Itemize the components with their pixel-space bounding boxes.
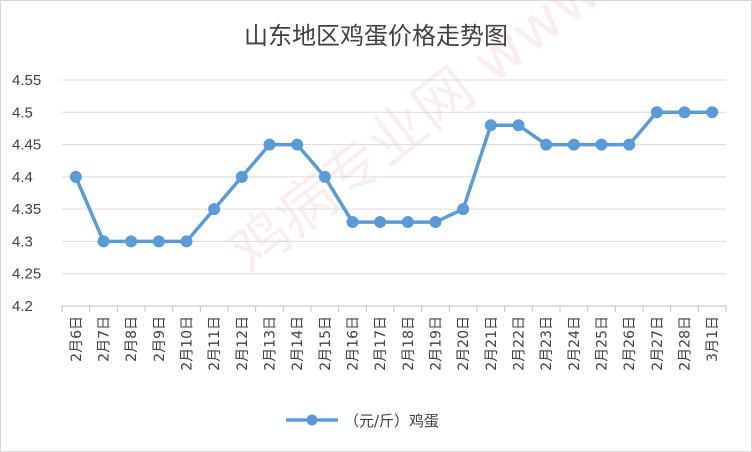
x-tick-label: 2月10日 <box>180 316 196 371</box>
x-tick-label: 2月12日 <box>235 316 251 371</box>
data-point <box>650 106 663 119</box>
data-point <box>429 216 442 229</box>
x-tick-label: 2月18日 <box>401 316 417 371</box>
data-point <box>208 203 221 216</box>
data-point <box>69 170 82 183</box>
series-egg-price <box>69 106 719 248</box>
data-point <box>374 216 387 229</box>
y-tick-label: 4.2 <box>12 298 33 315</box>
data-point <box>235 170 248 183</box>
data-point <box>567 138 580 151</box>
x-tick-label: 2月26日 <box>622 316 638 371</box>
legend-label: （元/斤）鸡蛋 <box>344 412 439 430</box>
data-point <box>346 216 359 229</box>
data-point <box>706 106 719 119</box>
data-point <box>263 138 276 151</box>
x-tick-label: 2月19日 <box>429 316 445 371</box>
legend: （元/斤）鸡蛋 <box>286 412 439 430</box>
data-point <box>318 170 331 183</box>
y-tick-label: 4.35 <box>12 201 41 218</box>
data-point <box>595 138 608 151</box>
chart-title: 山东地区鸡蛋价格走势图 <box>244 22 508 50</box>
x-tick-label: 2月9日 <box>152 316 168 362</box>
data-point <box>152 235 165 248</box>
x-tick-label: 2月17日 <box>373 316 389 371</box>
x-tick-label: 2月7日 <box>97 316 113 362</box>
x-tick-label: 2月6日 <box>69 316 85 362</box>
x-tick-label: 2月15日 <box>318 316 334 371</box>
data-point <box>180 235 193 248</box>
data-point <box>484 119 497 132</box>
y-tick-label: 4.4 <box>12 169 33 186</box>
x-axis: 2月6日 2月7日 2月8日 2月9日 2月10日 2月11日 2月12日 2月13日 2月14… <box>61 305 727 371</box>
x-tick-label: 2月25日 <box>595 316 611 371</box>
x-tick-label: 2月16日 <box>346 316 362 371</box>
data-point <box>623 138 636 151</box>
x-tick-label: 2月22日 <box>512 316 528 371</box>
data-point <box>401 216 414 229</box>
data-point <box>291 138 304 151</box>
data-point <box>540 138 553 151</box>
data-point <box>97 235 110 248</box>
legend-marker-icon <box>306 414 318 426</box>
y-tick-label: 4.45 <box>12 137 41 154</box>
data-point <box>512 119 525 132</box>
x-tick-label: 2月27日 <box>650 316 666 371</box>
y-tick-label: 4.5 <box>12 104 33 121</box>
data-point <box>678 106 691 119</box>
x-tick-label: 2月20日 <box>456 316 472 371</box>
data-point <box>125 235 138 248</box>
x-tick-label: 2月13日 <box>263 316 279 371</box>
x-tick-label: 2月28日 <box>678 316 694 371</box>
y-tick-label: 4.55 <box>12 72 41 89</box>
data-point <box>457 203 470 216</box>
x-tick-label: 3月1日 <box>705 316 721 362</box>
y-axis: 4.2 4.25 4.3 4.35 4.4 4.45 4.5 4.55 <box>12 72 41 315</box>
x-tick-label: 2月21日 <box>484 316 500 371</box>
x-tick-label: 2月24日 <box>567 316 583 371</box>
y-tick-label: 4.3 <box>12 233 33 250</box>
y-tick-label: 4.25 <box>12 266 41 283</box>
x-tick-label: 2月8日 <box>124 316 140 362</box>
x-tick-label: 2月23日 <box>539 316 555 371</box>
x-tick-label: 2月11日 <box>207 316 223 371</box>
x-tick-label: 2月14日 <box>290 316 306 371</box>
